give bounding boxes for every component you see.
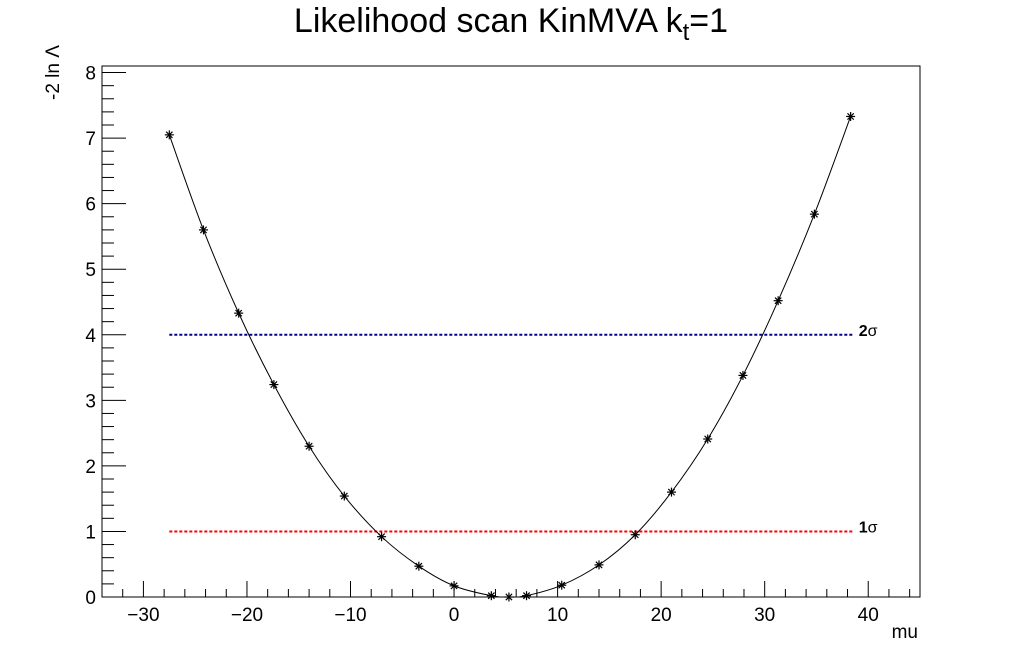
data-point — [486, 591, 496, 601]
x-tick-label: 30 — [754, 605, 775, 626]
data-point — [304, 441, 314, 451]
x-tick-label: −20 — [231, 605, 263, 626]
data-point — [809, 209, 819, 219]
y-tick-label: 3 — [85, 391, 96, 412]
data-point — [557, 580, 567, 590]
data-point — [198, 225, 208, 235]
x-tick-label: −30 — [127, 605, 159, 626]
x-axis-label: mu — [891, 622, 918, 643]
x-tick-label: 0 — [449, 605, 460, 626]
y-tick-label: 4 — [85, 326, 96, 347]
chart-title-main: Likelihood scan KinMVA k — [293, 2, 683, 40]
data-point — [703, 434, 713, 444]
reference-line-label: 1σ — [859, 519, 878, 536]
data-point — [269, 380, 279, 390]
y-tick-label: 1 — [85, 522, 96, 543]
data-point — [449, 581, 459, 591]
data-point — [339, 491, 349, 501]
likelihood-curve — [168, 116, 852, 598]
data-point — [414, 561, 424, 571]
y-tick-label: 5 — [85, 260, 96, 281]
reference-line-label: 2σ — [859, 323, 878, 340]
y-tick-label: 0 — [85, 588, 96, 609]
data-point — [630, 530, 640, 540]
data-point — [377, 532, 387, 542]
data-point — [846, 111, 856, 121]
chart-title-tail: =1 — [689, 2, 729, 40]
y-tick-label: 2 — [85, 457, 96, 478]
x-tick-label: 40 — [858, 605, 879, 626]
y-tick-label: 6 — [85, 195, 96, 216]
y-tick-label: 8 — [85, 64, 96, 85]
data-point — [504, 592, 514, 602]
x-tick-label: 10 — [547, 605, 568, 626]
data-point — [773, 296, 783, 306]
chart-title-subscript: t — [682, 19, 690, 46]
x-tick-label: 20 — [651, 605, 672, 626]
data-point — [594, 560, 604, 570]
data-point — [164, 130, 174, 140]
plot-frame — [101, 65, 921, 598]
x-tick-label: −10 — [334, 605, 366, 626]
y-tick-label: 7 — [85, 129, 96, 150]
chart-title: Likelihood scan KinMVA kt=1 — [0, 2, 1022, 47]
data-point — [522, 591, 532, 601]
data-point — [738, 370, 748, 380]
data-point — [666, 487, 676, 497]
data-point — [234, 308, 244, 318]
